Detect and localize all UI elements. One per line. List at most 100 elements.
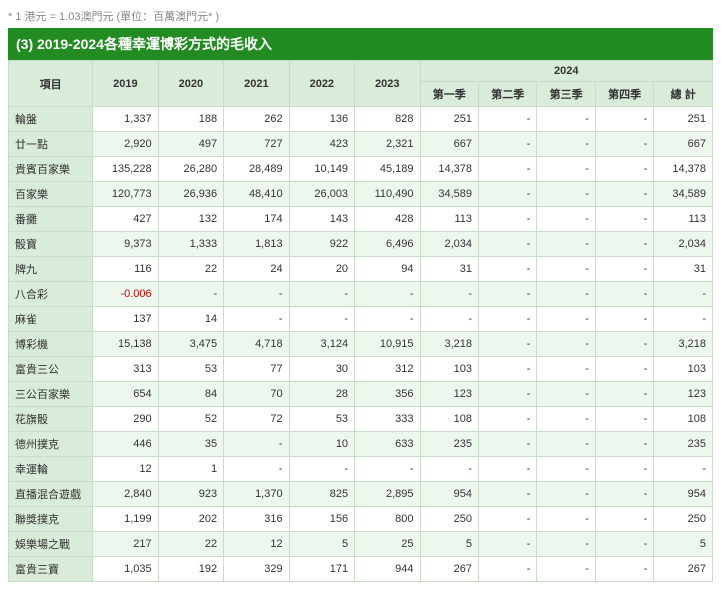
cell-total: 5 [654, 532, 713, 557]
cell-q3: - [537, 282, 595, 307]
cell-y2021: - [224, 307, 289, 332]
cell-q2: - [478, 357, 536, 382]
table-row: 麻雀13714-------- [9, 307, 713, 332]
table-row: 輪盤1,337188262136828251---251 [9, 107, 713, 132]
table-row: 貴賓百家樂135,22826,28028,48910,14945,18914,3… [9, 157, 713, 182]
cell-y2023: 428 [355, 207, 420, 232]
cell-y2019: 2,920 [93, 132, 158, 157]
cell-y2023: 45,189 [355, 157, 420, 182]
cell-total: 103 [654, 357, 713, 382]
cell-q3: - [537, 432, 595, 457]
cell-y2022: 156 [289, 507, 354, 532]
col-total: 總 計 [654, 82, 713, 107]
cell-y2019: 654 [93, 382, 158, 407]
cell-q4: - [595, 407, 653, 432]
cell-y2021: 28,489 [224, 157, 289, 182]
cell-y2023: 94 [355, 257, 420, 282]
row-label: 廿一點 [9, 132, 93, 157]
cell-total: 34,589 [654, 182, 713, 207]
cell-y2022: 28 [289, 382, 354, 407]
cell-q3: - [537, 532, 595, 557]
table-row: 三公百家樂654847028356123---123 [9, 382, 713, 407]
cell-q2: - [478, 107, 536, 132]
cell-y2022: 171 [289, 557, 354, 582]
col-2022: 2022 [289, 61, 354, 107]
cell-q4: - [595, 507, 653, 532]
row-label: 八合彩 [9, 282, 93, 307]
row-label: 娛樂場之戰 [9, 532, 93, 557]
row-label: 幸運輪 [9, 457, 93, 482]
table-row: 博彩機15,1383,4754,7183,12410,9153,218---3,… [9, 332, 713, 357]
cell-total: 31 [654, 257, 713, 282]
cell-y2023: 6,496 [355, 232, 420, 257]
cell-y2019: 427 [93, 207, 158, 232]
cell-y2021: 1,813 [224, 232, 289, 257]
cell-y2020: 14 [158, 307, 223, 332]
cell-q2: - [478, 157, 536, 182]
cell-q2: - [478, 507, 536, 532]
cell-q4: - [595, 257, 653, 282]
cell-q3: - [537, 482, 595, 507]
table-row: 八合彩-0.006--------- [9, 282, 713, 307]
cell-total: - [654, 282, 713, 307]
cell-y2019: 290 [93, 407, 158, 432]
cell-y2019: 120,773 [93, 182, 158, 207]
cell-y2020: 22 [158, 532, 223, 557]
cell-y2020: 1,333 [158, 232, 223, 257]
cell-y2021: 4,718 [224, 332, 289, 357]
cell-y2019: 446 [93, 432, 158, 457]
row-label: 番攤 [9, 207, 93, 232]
cell-q1: 250 [420, 507, 478, 532]
cell-y2021: - [224, 457, 289, 482]
cell-q4: - [595, 232, 653, 257]
cell-y2020: 84 [158, 382, 223, 407]
cell-y2020: 35 [158, 432, 223, 457]
row-label: 三公百家樂 [9, 382, 93, 407]
cell-y2021: 24 [224, 257, 289, 282]
col-2024: 2024 [420, 61, 712, 82]
row-label: 博彩機 [9, 332, 93, 357]
row-label: 骰寶 [9, 232, 93, 257]
cell-y2022: 30 [289, 357, 354, 382]
cell-y2019: 313 [93, 357, 158, 382]
cell-q3: - [537, 332, 595, 357]
table-title: (3) 2019-2024各種幸運博彩方式的毛收入 [8, 28, 713, 60]
cell-total: 667 [654, 132, 713, 157]
cell-y2021: 48,410 [224, 182, 289, 207]
cell-q4: - [595, 382, 653, 407]
cell-total: 113 [654, 207, 713, 232]
cell-total: 251 [654, 107, 713, 132]
cell-y2023: 633 [355, 432, 420, 457]
cell-total: 14,378 [654, 157, 713, 182]
table-row: 聯獎撲克1,199202316156800250---250 [9, 507, 713, 532]
row-label: 貴賓百家樂 [9, 157, 93, 182]
cell-q3: - [537, 182, 595, 207]
cell-q1: 113 [420, 207, 478, 232]
cell-y2021: 72 [224, 407, 289, 432]
cell-total: 267 [654, 557, 713, 582]
cell-y2023: 312 [355, 357, 420, 382]
cell-q4: - [595, 482, 653, 507]
col-2020: 2020 [158, 61, 223, 107]
cell-y2019: 217 [93, 532, 158, 557]
cell-y2021: 12 [224, 532, 289, 557]
cell-q1: 34,589 [420, 182, 478, 207]
cell-y2022: 825 [289, 482, 354, 507]
cell-q2: - [478, 407, 536, 432]
cell-q4: - [595, 182, 653, 207]
cell-y2022: 53 [289, 407, 354, 432]
cell-q2: - [478, 382, 536, 407]
cell-q1: - [420, 307, 478, 332]
cell-q2: - [478, 557, 536, 582]
row-label: 花旗骰 [9, 407, 93, 432]
cell-y2022: 922 [289, 232, 354, 257]
cell-y2023: 356 [355, 382, 420, 407]
cell-q4: - [595, 107, 653, 132]
cell-q2: - [478, 332, 536, 357]
cell-y2020: 497 [158, 132, 223, 157]
table-row: 骰寶9,3731,3331,8139226,4962,034---2,034 [9, 232, 713, 257]
row-label: 直播混合遊戲 [9, 482, 93, 507]
col-item: 項目 [9, 61, 93, 107]
cell-q3: - [537, 507, 595, 532]
cell-y2022: 143 [289, 207, 354, 232]
